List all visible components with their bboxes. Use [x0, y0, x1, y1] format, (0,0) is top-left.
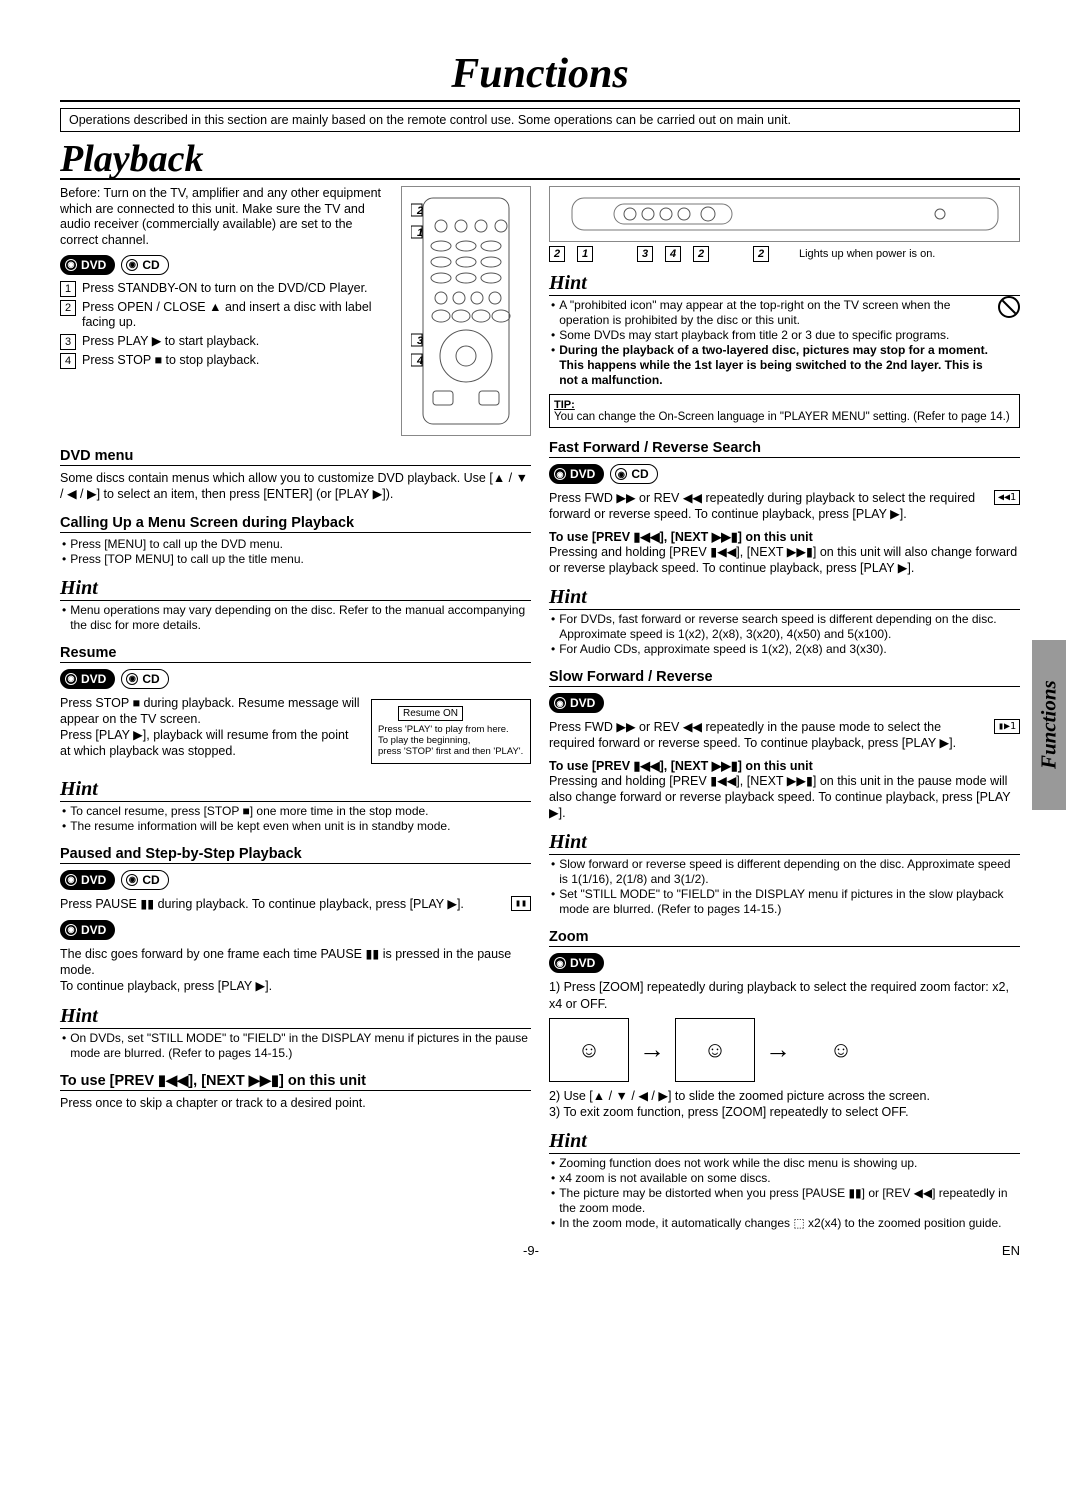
- pause-icon: ▮▮: [511, 896, 531, 911]
- hint-paused: On DVDs, set "STILL MODE" to "FIELD" in …: [62, 1029, 531, 1061]
- zoom-p3: 3) To exit zoom function, press [ZOOM] r…: [549, 1104, 1020, 1120]
- hint-slow: Slow forward or reverse speed is differe…: [551, 855, 1020, 917]
- remote-diagram: 2 1 3 4: [401, 186, 531, 436]
- step-1: 1Press STANDBY-ON to turn on the DVD/CD …: [60, 281, 391, 297]
- slow-sub: To use [PREV ▮◀◀], [NEXT ▶▶▮] on this un…: [549, 758, 1020, 773]
- hint-label-1: Hint: [60, 577, 531, 601]
- ff-sub: To use [PREV ▮◀◀], [NEXT ▶▶▮] on this un…: [549, 529, 1020, 544]
- dvd-menu-head: DVD menu: [60, 448, 531, 466]
- badge-dvd: ◉DVD: [549, 953, 604, 973]
- unit-callouts: 21 342 2 Lights up when power is on.: [549, 246, 1020, 262]
- dvd-menu-body: Some discs contain menus which allow you…: [60, 470, 531, 503]
- hint-label-2: Hint: [60, 778, 531, 802]
- hint-label-r1: Hint: [549, 272, 1020, 296]
- calling-head: Calling Up a Menu Screen during Playback: [60, 515, 531, 533]
- zoom-diagram: ☺ → ☺ → ☺: [549, 1018, 1020, 1082]
- hint-resume: To cancel resume, press [STOP ■] one mor…: [62, 802, 531, 834]
- zoom-head: Zoom: [549, 929, 1020, 947]
- step-3: 3Press PLAY ▶ to start playback.: [60, 334, 391, 350]
- left-column: Before: Turn on the TV, amplifier and an…: [60, 186, 531, 1231]
- hint-right-1: A "prohibited icon" may appear at the to…: [551, 296, 992, 388]
- page-footer: -9- EN: [60, 1243, 1020, 1258]
- hint-ff: For DVDs, fast forward or reverse search…: [551, 610, 1020, 657]
- step-4: 4Press STOP ■ to stop playback.: [60, 353, 391, 369]
- hint-label-r4: Hint: [549, 1130, 1020, 1154]
- hint-label-r2: Hint: [549, 586, 1020, 610]
- badge-cd: ◉CD: [610, 464, 657, 484]
- hint-label-3: Hint: [60, 1005, 531, 1029]
- tip-box: TIP: You can change the On-Screen langua…: [549, 394, 1020, 428]
- zoom-p1: 1) Press [ZOOM] repeatedly during playba…: [549, 979, 1020, 1012]
- intro-note: Operations described in this section are…: [60, 108, 1020, 132]
- ff-p2: Pressing and holding [PREV ▮◀◀], [NEXT ▶…: [549, 544, 1020, 577]
- unit-front-diagram: [549, 186, 1020, 242]
- prevnext-left-body: Press once to skip a chapter or track to…: [60, 1095, 531, 1111]
- intro-text: Before: Turn on the TV, amplifier and an…: [60, 186, 391, 249]
- badge-row: ◉DVD ◉CD: [60, 255, 391, 275]
- ff-body: Press FWD ▶▶ or REV ◀◀ repeatedly during…: [549, 490, 986, 523]
- hint-label-r3: Hint: [549, 831, 1020, 855]
- resume-osd-box: Resume ON Press 'PLAY' to play from here…: [371, 699, 531, 764]
- badge-cd: ◉CD: [121, 255, 168, 275]
- hint-menu: Menu operations may vary depending on th…: [62, 601, 531, 633]
- hint-zoom: Zooming function does not work while the…: [551, 1154, 1020, 1231]
- ff-head: Fast Forward / Reverse Search: [549, 440, 1020, 458]
- paused-p2: The disc goes forward by one frame each …: [60, 946, 531, 979]
- prevnext-left-head: To use [PREV ▮◀◀], [NEXT ▶▶▮] on this un…: [60, 1073, 531, 1091]
- slow-body: Press FWD ▶▶ or REV ◀◀ repeatedly in the…: [549, 719, 986, 752]
- section-playback: Playback: [60, 140, 1020, 180]
- paused-head: Paused and Step-by-Step Playback: [60, 846, 531, 864]
- calling-bullets: Press [MENU] to call up the DVD menu. Pr…: [62, 537, 531, 567]
- slow-icon: ▮▶1: [994, 719, 1020, 734]
- page-title: Functions: [60, 50, 1020, 102]
- resume-body: Press STOP ■ during playback. Resume mes…: [60, 695, 361, 760]
- badge-dvd: ◉DVD: [549, 693, 604, 713]
- side-tab: Functions: [1032, 640, 1066, 810]
- step-2: 2Press OPEN / CLOSE ▲ and insert a disc …: [60, 300, 391, 331]
- rev-icon: ◀◀1: [994, 490, 1020, 505]
- slow-p2: Pressing and holding [PREV ▮◀◀], [NEXT ▶…: [549, 773, 1020, 822]
- prohibit-icon: [998, 296, 1020, 318]
- badge-dvd: ◉DVD: [60, 669, 115, 689]
- badge-cd: ◉CD: [121, 669, 168, 689]
- badge-dvd: ◉DVD: [60, 255, 115, 275]
- badge-cd: ◉CD: [121, 870, 168, 890]
- badge-dvd: ◉DVD: [60, 920, 115, 940]
- zoom-p2: 2) Use [▲ / ▼ / ◀ / ▶] to slide the zoom…: [549, 1088, 1020, 1104]
- slow-head: Slow Forward / Reverse: [549, 669, 1020, 687]
- paused-p1: Press PAUSE ▮▮ during playback. To conti…: [60, 896, 531, 912]
- badge-dvd: ◉DVD: [60, 870, 115, 890]
- badge-dvd: ◉DVD: [549, 464, 604, 484]
- resume-head: Resume: [60, 645, 531, 663]
- paused-p3: To continue playback, press [PLAY ▶].: [60, 978, 531, 994]
- right-column: 21 342 2 Lights up when power is on. Hin…: [549, 186, 1020, 1231]
